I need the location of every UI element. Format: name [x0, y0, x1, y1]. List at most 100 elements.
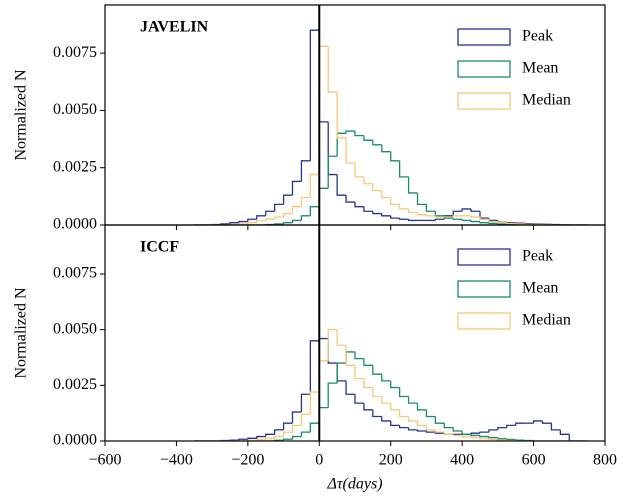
histogram-step — [265, 218, 275, 221]
histogram-step — [506, 222, 516, 225]
histogram-step — [479, 216, 489, 220]
histogram-step — [309, 29, 320, 161]
histogram-step — [273, 223, 284, 225]
histogram-step — [470, 208, 480, 212]
histogram-step — [318, 187, 329, 207]
histogram-step — [372, 409, 382, 418]
histogram-step — [479, 435, 489, 438]
histogram-step — [488, 438, 498, 441]
histogram-step — [309, 422, 320, 433]
y-tick-label: 0.0050 — [53, 320, 97, 337]
legend-swatch — [457, 92, 511, 110]
x-tick-label: 0 — [315, 452, 323, 469]
y-tick-label: 0.0075 — [53, 265, 97, 282]
histogram-step — [363, 403, 373, 411]
histogram-step — [282, 212, 293, 217]
legend-label: Peak — [522, 28, 553, 45]
histogram-step — [256, 215, 266, 220]
histogram-step — [390, 420, 400, 427]
histogram-step — [497, 221, 507, 224]
histogram-step — [354, 202, 364, 208]
histogram-step — [309, 391, 320, 415]
histogram-step — [381, 396, 391, 404]
y-axis-label: Normalized N — [13, 69, 30, 161]
histogram-step — [336, 363, 347, 382]
histogram-step — [345, 345, 355, 366]
histogram-step — [247, 218, 257, 222]
histogram-step — [443, 423, 454, 429]
histogram-step — [354, 365, 364, 380]
histogram-step — [398, 160, 409, 178]
histogram-step — [425, 430, 436, 433]
histogram-step — [452, 434, 463, 437]
histogram-step — [372, 365, 382, 375]
axes-frame — [104, 224, 606, 442]
histogram-step — [345, 195, 355, 203]
histogram-step — [327, 155, 338, 189]
histogram-step — [282, 422, 293, 430]
histogram-step — [461, 435, 472, 438]
histogram-step — [238, 220, 248, 223]
histogram-step — [381, 213, 391, 217]
histogram-step — [345, 137, 355, 164]
histogram-step — [398, 387, 409, 398]
histogram-step — [318, 30, 329, 123]
histogram-step — [497, 220, 507, 223]
histogram-step — [416, 403, 427, 411]
histogram-step — [291, 411, 302, 424]
histogram-step — [327, 46, 338, 93]
histogram-step — [345, 130, 355, 134]
histogram-step — [416, 192, 427, 206]
histogram-step — [407, 427, 418, 431]
histogram-step — [416, 212, 427, 216]
histogram-step — [407, 416, 418, 422]
histogram-step — [327, 382, 338, 408]
histogram-step — [220, 223, 230, 225]
histogram-step — [398, 409, 409, 418]
histogram-step — [550, 423, 561, 431]
histogram-step — [336, 92, 347, 139]
histogram-step — [354, 394, 364, 404]
x-tick-label: −200 — [231, 452, 264, 469]
histogram-step — [300, 393, 311, 413]
histogram-step — [247, 437, 257, 440]
histogram-step — [515, 422, 525, 426]
histogram-step — [488, 222, 498, 225]
histogram-step — [273, 203, 284, 212]
histogram-step — [488, 219, 498, 223]
histogram-step — [506, 424, 516, 428]
histogram-step — [407, 219, 418, 222]
legend-swatch — [457, 60, 511, 78]
histogram-step — [291, 424, 302, 433]
x-tick-label: −600 — [88, 452, 121, 469]
histogram-step — [532, 420, 543, 424]
histogram-step — [434, 218, 445, 221]
histogram-step — [470, 432, 480, 435]
y-axis-label: Normalized N — [13, 287, 30, 379]
histogram-step — [363, 378, 373, 389]
histogram-step — [318, 337, 329, 341]
histogram-step — [256, 220, 266, 223]
histogram-step — [256, 439, 266, 441]
histogram-step — [461, 219, 472, 222]
histogram-step — [381, 374, 391, 382]
histogram-step — [425, 204, 436, 212]
legend-swatch — [457, 28, 511, 46]
histogram-step — [381, 416, 391, 422]
histogram-step — [515, 439, 525, 441]
histogram-step — [470, 436, 480, 439]
histogram-step — [479, 211, 489, 219]
x-tick-label: 800 — [593, 452, 617, 469]
legend-label: Peak — [522, 248, 553, 265]
histogram-step — [461, 430, 472, 435]
histogram-step — [363, 135, 373, 141]
histogram-step — [273, 429, 284, 435]
histogram-step — [273, 216, 284, 220]
histogram-step — [497, 426, 507, 430]
legend-swatch — [457, 248, 511, 266]
histogram-step — [291, 206, 302, 214]
histogram-step — [488, 218, 498, 222]
histogram-step — [354, 351, 364, 360]
histogram-step — [309, 206, 320, 216]
x-tick-label: 600 — [522, 452, 546, 469]
